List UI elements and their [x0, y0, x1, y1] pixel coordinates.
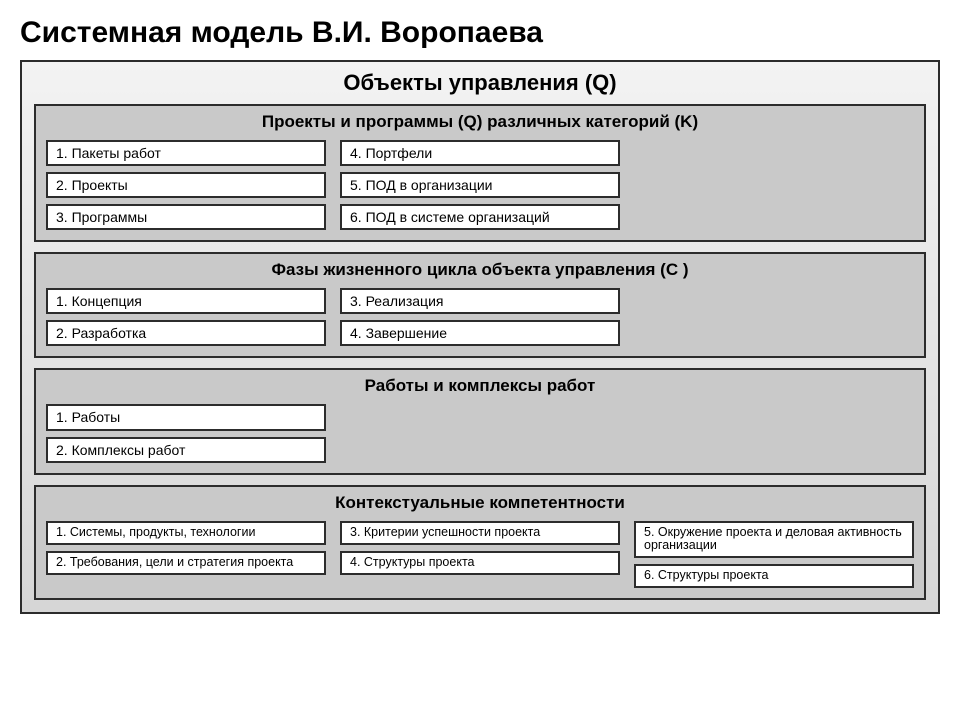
column-spacer [634, 140, 914, 230]
list-item: 3. Реализация [340, 288, 620, 314]
section-title: Фазы жизненного цикла объекта управления… [46, 260, 914, 280]
list-item: 6. ПОД в системе организаций [340, 204, 620, 230]
column-spacer [634, 404, 914, 462]
column-3: 5. Окружение проекта и деловая активност… [634, 521, 914, 589]
section-title: Контекстуальные компетентности [46, 493, 914, 513]
section-context: Контекстуальные компетентности 1. Систем… [34, 485, 926, 601]
columns: 1. Пакеты работ 2. Проекты 3. Программы … [46, 140, 914, 230]
section-works: Работы и комплексы работ 1. Работы 2. Ко… [34, 368, 926, 474]
section-title: Проекты и программы (Q) различных катего… [46, 112, 914, 132]
list-item: 1. Пакеты работ [46, 140, 326, 166]
column-2: 3. Критерии успешности проекта 4. Структ… [340, 521, 620, 589]
list-item: 3. Критерии успешности проекта [340, 521, 620, 545]
list-item: 2. Проекты [46, 172, 326, 198]
column-spacer [340, 404, 620, 462]
columns: 1. Системы, продукты, технологии 2. Треб… [46, 521, 914, 589]
column-1: 1. Работы 2. Комплексы работ [46, 404, 326, 462]
list-item: 6. Структуры проекта [634, 564, 914, 588]
page: Системная модель В.И. Воропаева Объекты … [0, 0, 960, 720]
section-projects: Проекты и программы (Q) различных катего… [34, 104, 926, 242]
list-item: 1. Работы [46, 404, 326, 430]
section-title: Работы и комплексы работ [46, 376, 914, 396]
outer-container: Объекты управления (Q) Проекты и програм… [20, 60, 940, 614]
column-spacer [634, 288, 914, 346]
list-item: 2. Требования, цели и стратегия проекта [46, 551, 326, 575]
column-2: 3. Реализация 4. Завершение [340, 288, 620, 346]
list-item: 1. Концепция [46, 288, 326, 314]
outer-title: Объекты управления (Q) [34, 70, 926, 96]
section-phases: Фазы жизненного цикла объекта управления… [34, 252, 926, 358]
column-1: 1. Концепция 2. Разработка [46, 288, 326, 346]
list-item: 5. Окружение проекта и деловая активност… [634, 521, 914, 559]
list-item: 3. Программы [46, 204, 326, 230]
list-item: 4. Структуры проекта [340, 551, 620, 575]
list-item: 5. ПОД в организации [340, 172, 620, 198]
list-item: 2. Комплексы работ [46, 437, 326, 463]
columns: 1. Концепция 2. Разработка 3. Реализация… [46, 288, 914, 346]
column-1: 1. Пакеты работ 2. Проекты 3. Программы [46, 140, 326, 230]
list-item: 4. Портфели [340, 140, 620, 166]
list-item: 1. Системы, продукты, технологии [46, 521, 326, 545]
column-2: 4. Портфели 5. ПОД в организации 6. ПОД … [340, 140, 620, 230]
column-1: 1. Системы, продукты, технологии 2. Треб… [46, 521, 326, 589]
list-item: 2. Разработка [46, 320, 326, 346]
page-title: Системная модель В.И. Воропаева [20, 16, 940, 50]
list-item: 4. Завершение [340, 320, 620, 346]
columns: 1. Работы 2. Комплексы работ [46, 404, 914, 462]
